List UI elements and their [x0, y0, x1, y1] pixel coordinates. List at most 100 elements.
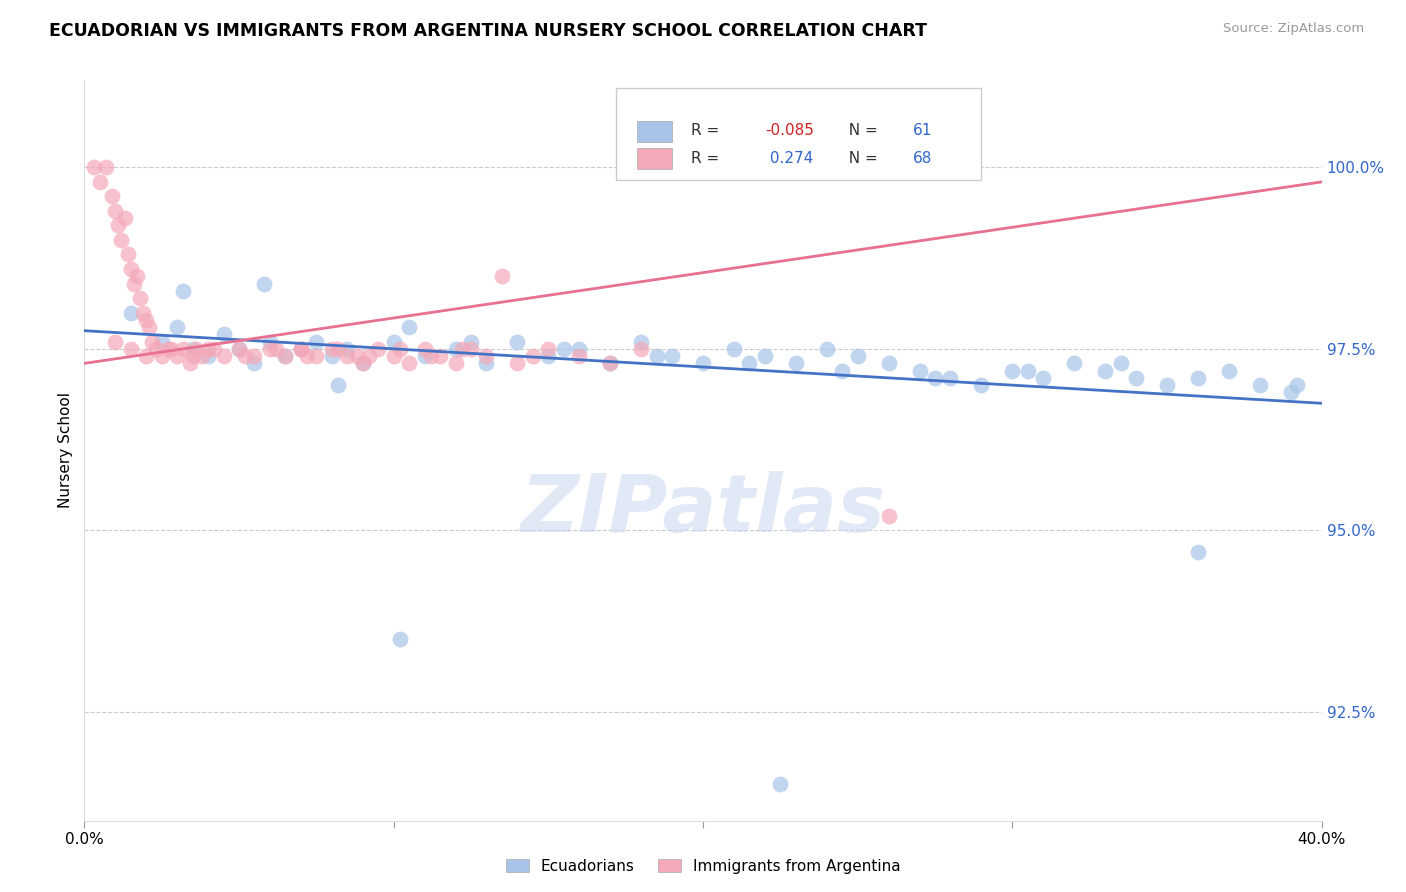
Point — [132, 305, 155, 319]
Point — [160, 342, 183, 356]
Point — [202, 342, 225, 356]
Point — [367, 342, 389, 356]
Point — [181, 342, 204, 356]
Point — [908, 363, 931, 377]
Point — [212, 327, 235, 342]
Point — [125, 269, 148, 284]
Point — [692, 356, 714, 370]
Point — [94, 161, 117, 175]
Point — [738, 356, 761, 370]
Point — [924, 371, 946, 385]
Point — [1094, 363, 1116, 377]
Text: 61: 61 — [914, 123, 932, 138]
Point — [419, 349, 441, 363]
Point — [326, 342, 349, 356]
Point — [475, 356, 498, 370]
Point — [413, 349, 436, 363]
Point — [382, 349, 405, 363]
Point — [630, 334, 652, 349]
Point — [122, 277, 145, 291]
Point — [1063, 356, 1085, 370]
Point — [172, 284, 194, 298]
Point — [150, 349, 173, 363]
Point — [831, 363, 853, 377]
Point — [181, 349, 204, 363]
Text: -0.085: -0.085 — [765, 123, 814, 138]
Point — [506, 334, 529, 349]
FancyBboxPatch shape — [637, 148, 672, 169]
Point — [970, 378, 993, 392]
Point — [491, 269, 513, 284]
Point — [179, 356, 201, 370]
Point — [104, 334, 127, 349]
Point — [460, 334, 482, 349]
Point — [290, 342, 312, 356]
Point — [166, 349, 188, 363]
Point — [138, 320, 160, 334]
Text: ZIPatlas: ZIPatlas — [520, 471, 886, 549]
Point — [1187, 371, 1209, 385]
Point — [398, 320, 420, 334]
Point — [104, 203, 127, 218]
Point — [357, 349, 380, 363]
Point — [197, 349, 219, 363]
Legend: Ecuadorians, Immigrants from Argentina: Ecuadorians, Immigrants from Argentina — [499, 853, 907, 880]
Point — [877, 356, 900, 370]
Point — [101, 189, 124, 203]
Point — [336, 342, 359, 356]
Point — [305, 334, 328, 349]
Point — [1125, 371, 1147, 385]
Point — [191, 349, 214, 363]
Point — [553, 342, 575, 356]
Point — [135, 313, 157, 327]
Point — [120, 305, 142, 319]
Point — [321, 342, 343, 356]
Point — [382, 334, 405, 349]
Point — [172, 342, 194, 356]
Point — [398, 356, 420, 370]
Point — [150, 334, 173, 349]
Point — [295, 349, 318, 363]
Point — [630, 342, 652, 356]
Point — [568, 342, 591, 356]
Point — [1218, 363, 1240, 377]
Point — [253, 277, 276, 291]
Point — [243, 356, 266, 370]
Point — [1032, 371, 1054, 385]
Text: R =: R = — [690, 123, 724, 138]
Text: Source: ZipAtlas.com: Source: ZipAtlas.com — [1223, 22, 1364, 36]
Point — [1187, 545, 1209, 559]
Point — [723, 342, 745, 356]
Point — [1279, 385, 1302, 400]
Point — [114, 211, 136, 226]
Point — [450, 342, 472, 356]
Point — [475, 349, 498, 363]
Point — [754, 349, 776, 363]
Point — [1001, 363, 1024, 377]
Text: 0.274: 0.274 — [765, 151, 813, 166]
Point — [120, 342, 142, 356]
Point — [135, 349, 157, 363]
Point — [290, 342, 312, 356]
Point — [388, 342, 411, 356]
FancyBboxPatch shape — [616, 87, 981, 180]
Point — [305, 349, 328, 363]
Point — [1285, 378, 1308, 392]
Point — [815, 342, 838, 356]
Point — [599, 356, 621, 370]
Point — [228, 342, 250, 356]
Point — [321, 349, 343, 363]
Y-axis label: Nursery School: Nursery School — [58, 392, 73, 508]
Point — [264, 342, 287, 356]
Point — [233, 349, 256, 363]
Point — [506, 356, 529, 370]
Point — [197, 342, 219, 356]
Point — [444, 342, 467, 356]
Point — [83, 161, 105, 175]
Point — [444, 356, 467, 370]
Point — [769, 777, 792, 791]
Point — [243, 349, 266, 363]
Point — [413, 342, 436, 356]
Point — [259, 334, 281, 349]
Point — [212, 349, 235, 363]
